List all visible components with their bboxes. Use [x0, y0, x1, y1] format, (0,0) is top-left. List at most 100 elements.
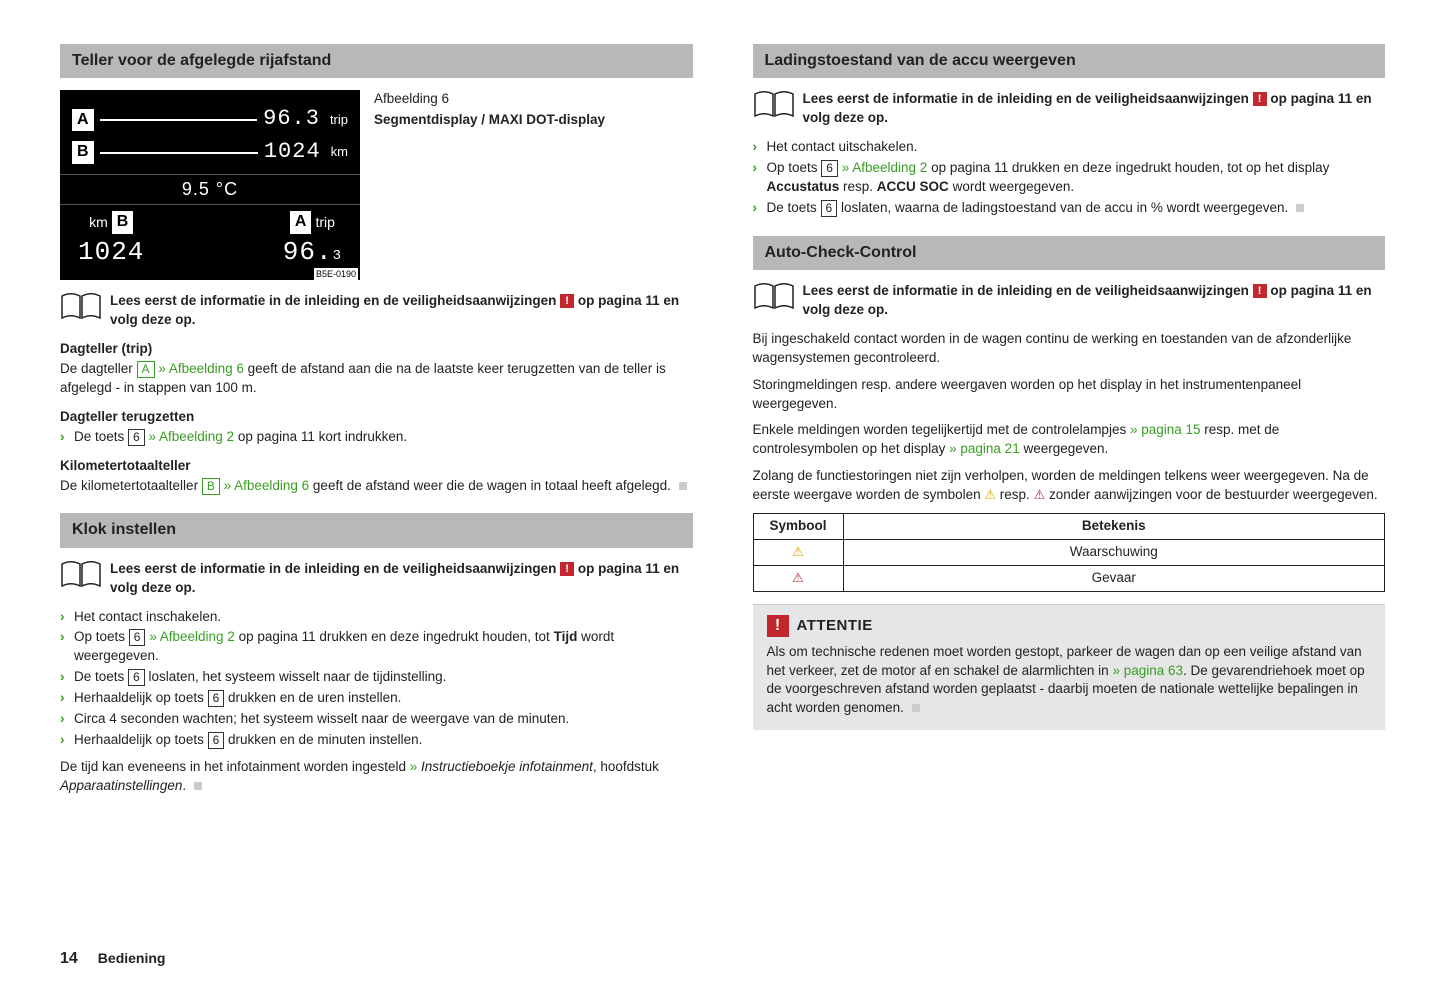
subhead-terugzetten: Dagteller terugzetten — [60, 408, 693, 427]
triangle-red-icon: ⚠ — [792, 570, 804, 585]
book-icon — [60, 560, 102, 590]
disp-br-label: A — [290, 211, 312, 233]
left-column: Teller voor de afgelegde rijafstand A 96… — [60, 40, 693, 804]
list-item: Circa 4 seconden wachten; het systeem wi… — [60, 710, 693, 729]
td-meaning: Gevaar — [843, 565, 1385, 591]
warn-icon: ! — [560, 562, 574, 576]
read-first-klok: Lees eerst de informatie in de inleiding… — [60, 560, 693, 598]
page-footer: 14 Bediening — [60, 948, 165, 970]
attention-box: ! ATTENTIE Als om technische redenen moe… — [753, 604, 1386, 731]
read-first-text: Lees eerst de informatie in de inleiding… — [803, 282, 1386, 320]
list-item: De toets 6 loslaten, het systeem wisselt… — [60, 668, 693, 687]
p-auto-4: Zolang de functiestoringen niet zijn ver… — [753, 467, 1386, 505]
p-dagteller: De dagteller A Afbeelding 6 geeft de afs… — [60, 360, 693, 398]
warn-icon: ! — [560, 294, 574, 308]
list-item: Herhaaldelijk op toets 6 drukken en de u… — [60, 689, 693, 708]
read-first-text: Lees eerst de informatie in de inleiding… — [110, 560, 693, 598]
list-item: Het contact inschakelen. — [60, 608, 693, 627]
book-icon — [753, 90, 795, 120]
p-auto-1: Bij ingeschakeld contact worden in de wa… — [753, 330, 1386, 368]
attention-title: ATTENTIE — [797, 615, 873, 636]
link-afb6-1[interactable]: Afbeelding 6 — [158, 361, 244, 376]
p-auto-3: Enkele meldingen worden tegelijkertijd m… — [753, 421, 1386, 459]
disp-temp: 9.5 °C — [60, 175, 360, 205]
link-afb2-2[interactable]: Afbeelding 2 — [149, 629, 235, 644]
th-symbol: Symbool — [753, 514, 843, 540]
link-afb2-1[interactable]: Afbeelding 2 — [148, 429, 234, 444]
book-icon — [60, 292, 102, 322]
disp-br-val: 96. — [283, 237, 333, 267]
section-title-autocheck: Auto-Check-Control — [753, 236, 1386, 270]
disp-val-b: 1024 — [264, 137, 321, 168]
list-item: De toets 6 loslaten, waarna de ladingsto… — [753, 199, 1386, 218]
key-6: 6 — [128, 669, 145, 686]
disp-bl-val: 1024 — [78, 234, 144, 270]
disp-label-a: A — [72, 109, 94, 131]
key-6: 6 — [128, 429, 145, 446]
symbol-table: Symbool Betekenis ⚠ Waarschuwing ⚠ Gevaa… — [753, 513, 1386, 592]
section-title-klok: Klok instellen — [60, 513, 693, 547]
list-item: Op toets 6 Afbeelding 2 op pagina 11 dru… — [60, 628, 693, 666]
p-totaal: De kilometertotaalteller B Afbeelding 6 … — [60, 477, 693, 496]
section-title-trip: Teller voor de afgelegde rijafstand — [60, 44, 693, 78]
list-terugzetten: De toets 6 Afbeelding 2 op pagina 11 kor… — [60, 428, 693, 447]
p-auto-2: Storingmeldingen resp. andere weergaven … — [753, 376, 1386, 414]
disp-br-unit: trip — [315, 213, 334, 233]
display-mock: A 96.3 trip B 1024 km 9.5 °C — [60, 90, 360, 280]
list-item: Op toets 6 Afbeelding 2 op pagina 11 dru… — [753, 159, 1386, 197]
td-meaning: Waarschuwing — [843, 539, 1385, 565]
disp-bl-unit: km — [89, 213, 108, 233]
subhead-dagteller: Dagteller (trip) — [60, 340, 693, 359]
disp-val-a: 96.3 — [263, 104, 320, 135]
page-number: 14 — [60, 948, 78, 970]
right-column: Ladingstoestand van de accu weergeven Le… — [753, 40, 1386, 804]
warn-icon: ! — [1253, 284, 1267, 298]
page-columns: Teller voor de afgelegde rijafstand A 96… — [60, 40, 1385, 804]
link-afb2-3[interactable]: Afbeelding 2 — [842, 160, 928, 175]
list-klok: Het contact inschakelen. Op toets 6 Afbe… — [60, 608, 693, 750]
read-first-text: Lees eerst de informatie in de inleiding… — [803, 90, 1386, 128]
attention-icon: ! — [767, 615, 789, 637]
fig-code: B5E-0190 — [314, 268, 358, 281]
link-p21[interactable]: pagina 21 — [949, 441, 1020, 456]
key-6: 6 — [821, 160, 838, 177]
list-item: Herhaaldelijk op toets 6 drukken en de m… — [60, 731, 693, 750]
table-row: ⚠ Waarschuwing — [753, 539, 1385, 565]
page-section-label: Bediening — [98, 949, 166, 969]
attention-text: Als om technische redenen moet worden ge… — [767, 643, 1372, 719]
link-afb6-2[interactable]: Afbeelding 6 — [224, 478, 310, 493]
disp-br-sub: 3 — [333, 248, 342, 264]
th-meaning: Betekenis — [843, 514, 1385, 540]
section-end-icon — [679, 482, 687, 490]
book-icon — [753, 282, 795, 312]
key-6: 6 — [821, 200, 838, 217]
key-6: 6 — [129, 629, 146, 646]
disp-unit-a: trip — [330, 111, 348, 129]
key-6: 6 — [208, 732, 225, 749]
link-p63[interactable]: pagina 63 — [1112, 663, 1183, 678]
fig-caption: Afbeelding 6 Segmentdisplay / MAXI DOT-d… — [374, 90, 605, 280]
read-first-accu: Lees eerst de informatie in de inleiding… — [753, 90, 1386, 128]
key-a: A — [137, 361, 155, 378]
p-klok-infotainment: De tijd kan eveneens in het infotainment… — [60, 758, 693, 796]
read-first-autocheck: Lees eerst de informatie in de inleiding… — [753, 282, 1386, 320]
section-end-icon — [1296, 204, 1304, 212]
list-accu: Het contact uitschakelen. Op toets 6 Afb… — [753, 138, 1386, 218]
key-6: 6 — [208, 690, 225, 707]
section-end-icon — [912, 704, 920, 712]
link-p15[interactable]: pagina 15 — [1130, 422, 1201, 437]
fig-caption-num: Afbeelding 6 — [374, 90, 605, 109]
disp-unit-b: km — [331, 143, 348, 161]
figure-6: A 96.3 trip B 1024 km 9.5 °C — [60, 90, 693, 280]
triangle-red-icon: ⚠ — [1034, 487, 1046, 502]
section-end-icon — [194, 782, 202, 790]
section-title-accu: Ladingstoestand van de accu weergeven — [753, 44, 1386, 78]
triangle-yellow-icon: ⚠ — [792, 544, 804, 559]
key-b: B — [202, 478, 220, 495]
list-item: De toets 6 Afbeelding 2 op pagina 11 kor… — [60, 428, 693, 447]
disp-bl-label: B — [112, 211, 134, 233]
read-first-trip: Lees eerst de informatie in de inleiding… — [60, 292, 693, 330]
list-item: Het contact uitschakelen. — [753, 138, 1386, 157]
table-row: ⚠ Gevaar — [753, 565, 1385, 591]
triangle-yellow-icon: ⚠ — [984, 487, 996, 502]
